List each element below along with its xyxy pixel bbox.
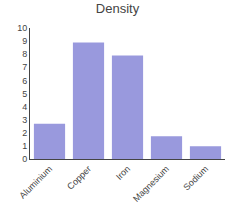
svg-text:Copper: Copper [65, 164, 93, 192]
svg-text:2: 2 [22, 128, 27, 138]
svg-text:Density: Density [96, 1, 140, 16]
svg-text:Magnesium: Magnesium [131, 164, 171, 204]
svg-text:10: 10 [17, 23, 27, 33]
svg-text:9: 9 [22, 36, 27, 46]
svg-text:8: 8 [22, 49, 27, 59]
svg-text:1: 1 [22, 141, 27, 151]
svg-text:7: 7 [22, 62, 27, 72]
svg-text:Iron: Iron [114, 164, 132, 182]
svg-text:3: 3 [22, 115, 27, 125]
svg-text:Aluminium: Aluminium [17, 164, 54, 201]
svg-text:4: 4 [22, 102, 27, 112]
svg-text:0: 0 [22, 154, 27, 164]
svg-text:Sodium: Sodium [181, 164, 210, 193]
svg-text:5: 5 [22, 89, 27, 99]
svg-text:6: 6 [22, 76, 27, 86]
